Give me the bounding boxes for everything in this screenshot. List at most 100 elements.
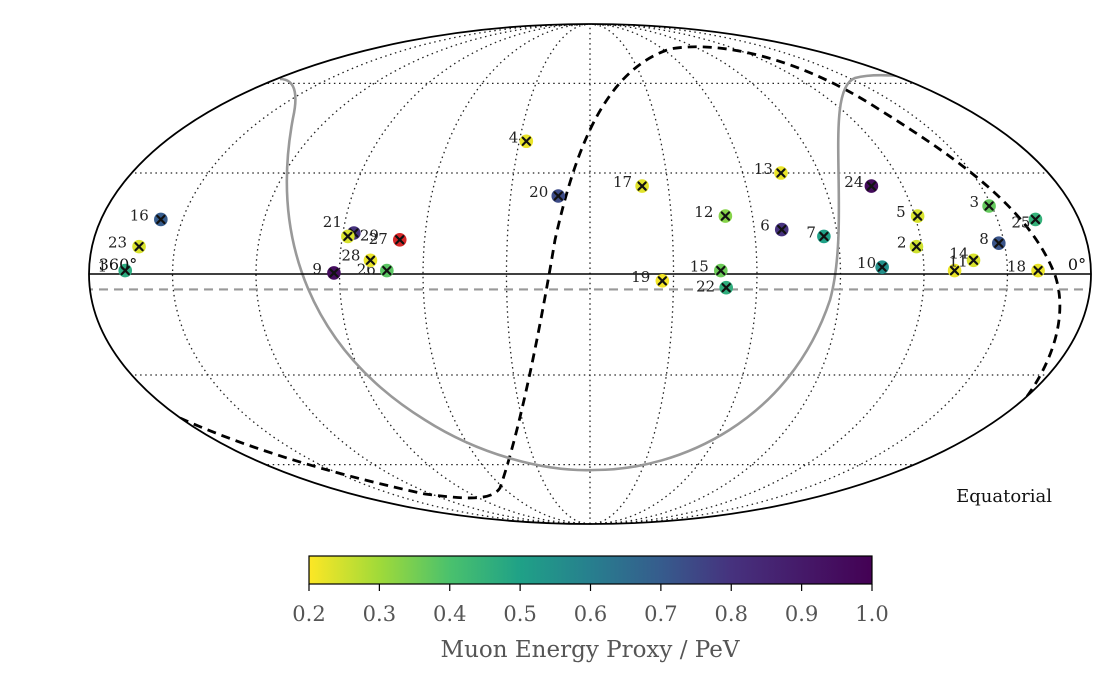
event-label: 3 — [970, 193, 980, 211]
event-label: 29 — [360, 226, 379, 244]
event-cross — [1033, 265, 1043, 276]
event-label: 21 — [323, 213, 342, 231]
event-marker-12: 12 — [694, 203, 733, 223]
colorbar-tick-label: 0.5 — [503, 602, 536, 626]
ra-gridline — [255, 24, 591, 524]
event-cross — [382, 265, 392, 276]
event-cross — [521, 136, 532, 146]
event-cross — [657, 276, 668, 286]
ra-gridline — [171, 24, 591, 524]
event-marker-11: 11 — [947, 253, 968, 278]
event-label: 2 — [897, 234, 907, 252]
event-cross — [134, 241, 144, 252]
event-label: 25 — [1011, 213, 1030, 231]
event-cross — [994, 238, 1004, 248]
event-label: 18 — [1007, 258, 1026, 276]
event-marker-28: 28 — [341, 246, 378, 268]
event-cross — [819, 231, 829, 242]
event-marker-15: 15 — [690, 258, 728, 278]
event-label: 23 — [108, 234, 127, 252]
event-cross — [156, 214, 166, 225]
event-label: 22 — [696, 278, 715, 296]
event-cross — [968, 255, 979, 265]
event-marker-8: 8 — [979, 230, 1006, 251]
event-label: 28 — [341, 246, 360, 264]
event-marker-16: 16 — [130, 206, 168, 227]
event-marker-7: 7 — [806, 223, 831, 244]
event-label: 12 — [694, 203, 713, 221]
event-label: 9 — [312, 260, 322, 278]
event-cross — [949, 265, 960, 276]
event-label: 15 — [690, 258, 709, 276]
event-label: 11 — [949, 253, 968, 271]
event-marker-1: 1 — [98, 258, 133, 278]
event-label: 8 — [979, 230, 989, 248]
colorbar-tick-label: 0.6 — [574, 602, 607, 626]
event-cross — [637, 181, 647, 191]
event-label: 14 — [949, 244, 968, 262]
event-marker-18: 18 — [1007, 258, 1045, 278]
event-marker-20: 20 — [529, 183, 566, 203]
event-marker-25: 25 — [1011, 212, 1043, 231]
event-marker-2: 2 — [897, 234, 924, 254]
event-label: 20 — [529, 183, 548, 201]
colorbar-bar — [308, 555, 873, 585]
colorbar-tick-label: 0.2 — [292, 602, 325, 626]
ra-gridline — [589, 24, 1009, 524]
event-cross — [553, 191, 563, 201]
colorbar-tick-label: 0.9 — [785, 602, 818, 626]
event-label: 17 — [613, 173, 632, 191]
frame-label: Equatorial — [956, 486, 1052, 507]
event-marker-29: 29 — [341, 226, 379, 244]
colorbar-ticks: 0.2 0.3 0.4 0.5 0.6 0.7 0.8 0.9 1.0 — [292, 584, 889, 626]
event-label: 13 — [754, 160, 773, 178]
event-marker-24: 24 — [844, 173, 879, 193]
colorbar-tick-label: 0.8 — [715, 602, 748, 626]
colorbar-title: Muon Energy Proxy / PeV — [441, 637, 740, 663]
event-label: 7 — [806, 223, 816, 241]
event-cross — [912, 211, 923, 221]
event-marker-19: 19 — [631, 268, 670, 288]
event-cross — [716, 265, 726, 276]
event-marker-22: 22 — [696, 278, 733, 296]
sky-boundary — [88, 23, 1092, 525]
ra-gridline — [589, 24, 925, 524]
event-cross — [1030, 214, 1041, 225]
event-label: 6 — [760, 217, 770, 235]
event-cross — [777, 224, 787, 235]
event-marker-10: 10 — [857, 254, 889, 274]
galactic-plane-curve — [179, 45, 1062, 500]
event-marker-9: 9 — [312, 260, 341, 280]
event-marker-23: 23 — [108, 234, 146, 254]
event-marker-3: 3 — [970, 193, 996, 213]
event-cross — [395, 235, 405, 245]
event-marker-17: 17 — [613, 173, 649, 193]
event-label: 24 — [844, 173, 863, 191]
event-marker-27: 27 — [369, 230, 407, 248]
event-label: 16 — [130, 206, 149, 224]
colorbar-tick-label: 0.3 — [363, 602, 396, 626]
event-cross — [866, 181, 877, 191]
event-cross — [721, 283, 731, 293]
event-cross — [776, 168, 786, 178]
sky-curves — [89, 45, 1091, 500]
ra-gridline — [589, 24, 758, 524]
event-marker-14: 14 — [949, 244, 981, 268]
ra-gridline — [422, 24, 591, 524]
event-label: 1 — [98, 258, 108, 276]
ra-label-right: 0° — [1068, 255, 1086, 274]
event-label: 4 — [509, 128, 519, 146]
event-label: 27 — [369, 230, 388, 248]
event-marker-6: 6 — [760, 217, 789, 237]
colorbar-tick-label: 0.4 — [433, 602, 466, 626]
event-label: 19 — [631, 268, 650, 286]
event-marker-5: 5 — [896, 203, 925, 223]
event-marker-4: 4 — [509, 128, 534, 149]
event-cross — [720, 211, 731, 221]
colorbar: 0.2 0.3 0.4 0.5 0.6 0.7 0.8 0.9 1.0 Muon Energy … — [292, 555, 889, 663]
event-marker-13: 13 — [754, 160, 788, 180]
colorbar-tick-label: 1.0 — [855, 602, 888, 626]
colorbar-tick-label: 0.7 — [644, 602, 677, 626]
